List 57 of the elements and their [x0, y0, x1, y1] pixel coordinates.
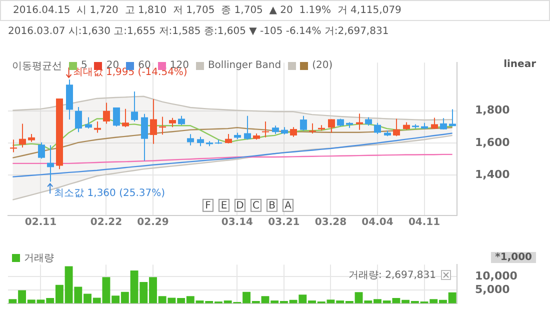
candlestick — [440, 118, 447, 130]
annotation: E — [220, 200, 228, 212]
y-tick-label: 10,000 — [475, 270, 518, 282]
annotation: F — [205, 200, 212, 212]
candlestick — [328, 118, 335, 134]
x-tick-label: 04.11 — [408, 216, 440, 228]
candlestick — [141, 113, 148, 162]
candlestick — [113, 106, 120, 127]
candlestick — [122, 108, 129, 128]
legend-label: (20) — [312, 60, 333, 72]
annotation: D — [236, 200, 244, 212]
x-tick-label: 02.11 — [24, 216, 57, 228]
annotation: C — [252, 200, 260, 212]
y-axis-title: *1,000 — [491, 252, 536, 263]
y-tick-label: 5,000 — [475, 282, 510, 296]
x-tick-label: 02.22 — [90, 216, 122, 228]
candlestick — [47, 144, 54, 182]
annotation: 최소값 1,360 (25.37%) — [54, 188, 166, 200]
candlestick — [290, 126, 297, 138]
candlestick — [197, 136, 204, 147]
candlestick — [178, 115, 185, 126]
candlestick — [19, 123, 26, 148]
candlestick — [75, 106, 82, 133]
x-tick-label: 04.04 — [362, 216, 394, 228]
candlestick — [38, 142, 45, 160]
legend-label: 거래량 — [24, 252, 54, 265]
candlestick — [131, 91, 138, 122]
x-tick-label: 03.14 — [221, 216, 254, 228]
candlestick — [225, 134, 232, 144]
annotation: A — [284, 200, 292, 212]
candlestick — [244, 115, 251, 140]
candlestick — [431, 117, 438, 130]
chart-subtitle: 2016.03.07 시:1,630 고:1,655 저:1,585 종:1,605 ▼ -105 -6.14% 거:2,697,831 — [8, 25, 389, 38]
annotation: B — [268, 200, 276, 212]
candlestick — [103, 102, 110, 124]
x-tick-label: 03.21 — [268, 216, 300, 228]
candlestick — [187, 134, 194, 146]
candlestick — [85, 116, 92, 130]
y-tick-label: 1,400 — [475, 168, 510, 182]
x-tick-label: 03.28 — [314, 216, 347, 228]
y-axis-title: linear — [504, 58, 536, 70]
candlestick — [300, 115, 307, 132]
candlestick — [169, 117, 176, 128]
candlestick — [393, 118, 400, 137]
legend-label: Bollinger Band — [208, 60, 282, 72]
x-tick-label: 02.29 — [137, 216, 169, 228]
chart-title: 2016.04.15 시 1,720 고 1,810 저 1,705 종 1,705 ▲ 20 1.19% 거 4,115,079 — [0, 0, 550, 21]
candlestick — [262, 120, 269, 138]
candlestick — [94, 120, 101, 134]
y-tick-label: 1,800 — [475, 104, 510, 117]
y-tick-label: 1,600 — [475, 136, 510, 149]
candlestick — [374, 122, 381, 135]
candlestick — [309, 122, 316, 134]
candlestick — [449, 108, 456, 127]
legend-title: 이동평균선 — [12, 60, 62, 73]
annotation: 거래량: 2,697,831 — [348, 268, 436, 282]
candlestick — [150, 98, 157, 144]
